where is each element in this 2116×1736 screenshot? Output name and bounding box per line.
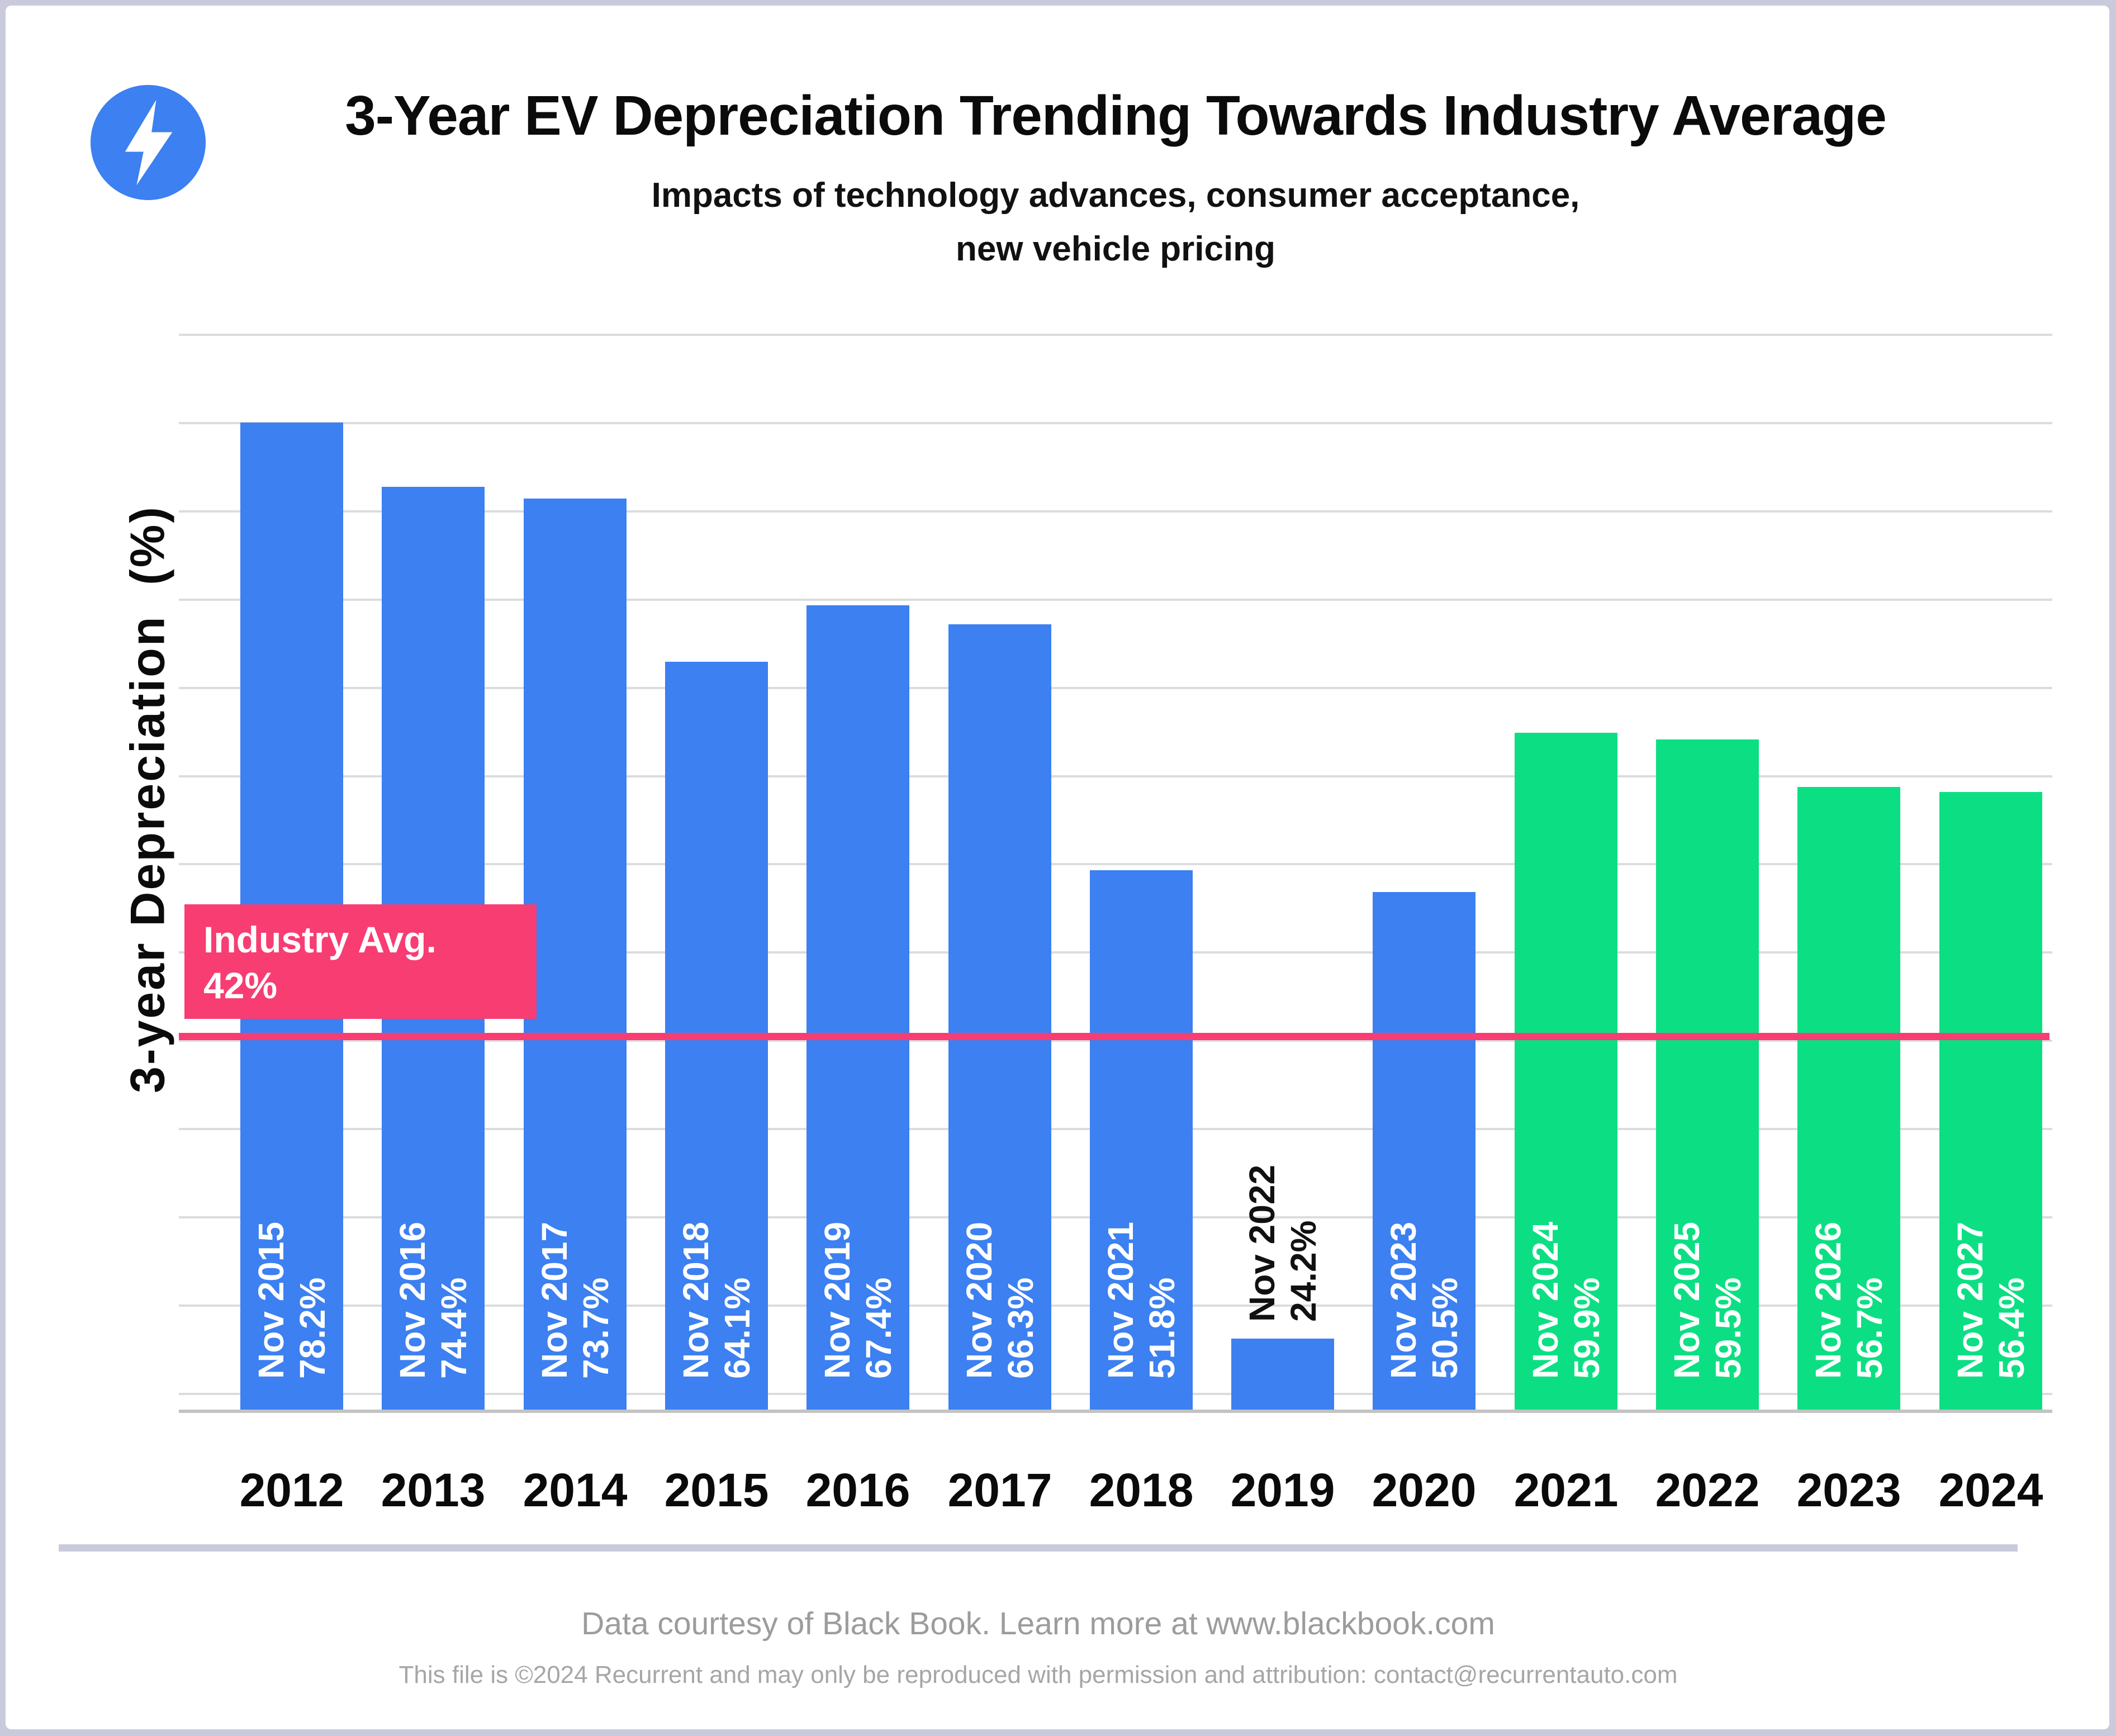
bar-label-month: Nov 2015: [251, 1221, 291, 1379]
bar-label-month: Nov 2025: [1667, 1221, 1707, 1379]
x-axis-label-2015: 2015: [664, 1464, 769, 1516]
bar-label-value: 50.5%: [1425, 1277, 1465, 1379]
bar-label-value: 51.8%: [1142, 1277, 1182, 1379]
bar-label-value: 78.2%: [292, 1277, 333, 1379]
bar-label-2016: Nov 2019 67.4%: [817, 1222, 899, 1379]
footer-divider: [59, 1544, 2018, 1552]
bar-2020: [1373, 892, 1475, 1410]
bar-2018: [1090, 870, 1193, 1410]
bar-2021: [1515, 733, 1617, 1410]
bar-label-2012: Nov 2015 78.2%: [250, 1222, 333, 1379]
bar-2019: [1231, 1339, 1334, 1410]
x-axis-label-2017: 2017: [947, 1464, 1052, 1516]
bar-label-value: 73.7%: [576, 1277, 616, 1379]
gridline: [179, 598, 2052, 601]
bar-2023: [1797, 787, 1900, 1410]
bar-label-month: Nov 2018: [676, 1221, 716, 1379]
bar-label-2013: Nov 2016 74.4%: [392, 1222, 475, 1379]
bar-label-2022: Nov 2025 59.5%: [1666, 1222, 1749, 1379]
footer-copyright: This file is ©2024 Recurrent and may onl…: [398, 1661, 1678, 1688]
x-axis-label-2013: 2013: [381, 1464, 486, 1516]
x-axis-label-2020: 2020: [1372, 1464, 1477, 1516]
bar-label-value: 56.7%: [1849, 1277, 1890, 1379]
gridline: [179, 334, 2052, 336]
industry-average-line: [179, 1033, 2049, 1040]
bar-2016: [806, 605, 909, 1410]
bar-2024: [1939, 792, 2042, 1410]
x-axis-label-2022: 2022: [1655, 1464, 1760, 1516]
bar-label-2023: Nov 2026 56.7%: [1807, 1222, 1890, 1379]
bar-label-month: Nov 2024: [1525, 1221, 1565, 1379]
bar-label-2015: Nov 2018 64.1%: [675, 1222, 758, 1379]
bar-label-month: Nov 2023: [1383, 1221, 1424, 1379]
bar-label-month: Nov 2026: [1808, 1221, 1848, 1379]
lightning-bolt-svg: [91, 85, 206, 200]
bar-label-2014: Nov 2017 73.7%: [534, 1222, 616, 1379]
x-axis-line: [179, 1410, 2052, 1413]
bar-label-2024: Nov 2027 56.4%: [1949, 1222, 2032, 1379]
bar-label-2021: Nov 2024 59.9%: [1525, 1222, 1607, 1379]
x-axis-label-2014: 2014: [523, 1464, 628, 1516]
bar-label-value: 67.4%: [858, 1277, 899, 1379]
bar-label-value: 64.1%: [717, 1277, 757, 1379]
industry-average-label: Industry Avg.: [203, 919, 437, 960]
x-axis-label-2023: 2023: [1796, 1464, 1901, 1516]
bar-label-month: Nov 2017: [534, 1221, 575, 1379]
industry-average-value: 42%: [203, 965, 278, 1006]
bar-label-month: Nov 2021: [1100, 1221, 1141, 1379]
gridline: [179, 686, 2052, 689]
x-axis-label-2021: 2021: [1514, 1464, 1619, 1516]
gridline: [179, 421, 2052, 424]
bar-label-value: 56.4%: [1991, 1277, 2032, 1379]
bar-label-month: Nov 2022: [1242, 1164, 1282, 1322]
gridline: [179, 510, 2052, 513]
lightning-bolt-icon: [91, 85, 206, 200]
chart-subtitle-line-1: Impacts of technology advances, consumer…: [651, 176, 1580, 215]
bar-label-month: Nov 2027: [1950, 1221, 1990, 1379]
bar-label-month: Nov 2020: [959, 1221, 999, 1379]
bar-label-value: 24.2%: [1283, 1220, 1323, 1322]
bar-label-month: Nov 2016: [392, 1221, 433, 1379]
footer-attribution: Data courtesy of Black Book. Learn more …: [581, 1606, 1495, 1642]
x-axis-label-2019: 2019: [1230, 1464, 1335, 1516]
chart-subtitle: Impacts of technology advances, consumer…: [179, 169, 2052, 276]
bar-label-2018: Nov 2021 51.8%: [1100, 1222, 1183, 1379]
bar-label-value: 59.5%: [1708, 1277, 1748, 1379]
bar-2017: [948, 624, 1051, 1410]
chart-title: 3-Year EV Depreciation Trending Towards …: [345, 84, 1887, 147]
gridline: [179, 863, 2052, 866]
bar-label-month: Nov 2019: [817, 1221, 857, 1379]
x-axis-label-2018: 2018: [1089, 1464, 1194, 1516]
bar-label-2020: Nov 2023 50.5%: [1383, 1222, 1465, 1379]
industry-average-callout: Industry Avg. 42%: [184, 904, 537, 1019]
chart-subtitle-line-2: new vehicle pricing: [956, 230, 1275, 268]
bar-label-value: 59.9%: [1567, 1277, 1607, 1379]
x-axis-label-2024: 2024: [1938, 1464, 2043, 1516]
bar-2014: [524, 499, 627, 1410]
bar-label-value: 74.4%: [434, 1277, 474, 1379]
infographic-card: 3-Year EV Depreciation Trending Towards …: [6, 6, 2109, 1729]
x-axis-label-2016: 2016: [805, 1464, 910, 1516]
x-axis-label-2012: 2012: [239, 1464, 344, 1516]
bar-label-2019: Nov 2022 24.2%: [1241, 1165, 1324, 1322]
bar-2022: [1656, 739, 1759, 1410]
bar-label-2017: Nov 2020 66.3%: [959, 1222, 1041, 1379]
gridline: [179, 775, 2052, 777]
bar-label-value: 66.3%: [1000, 1277, 1041, 1379]
